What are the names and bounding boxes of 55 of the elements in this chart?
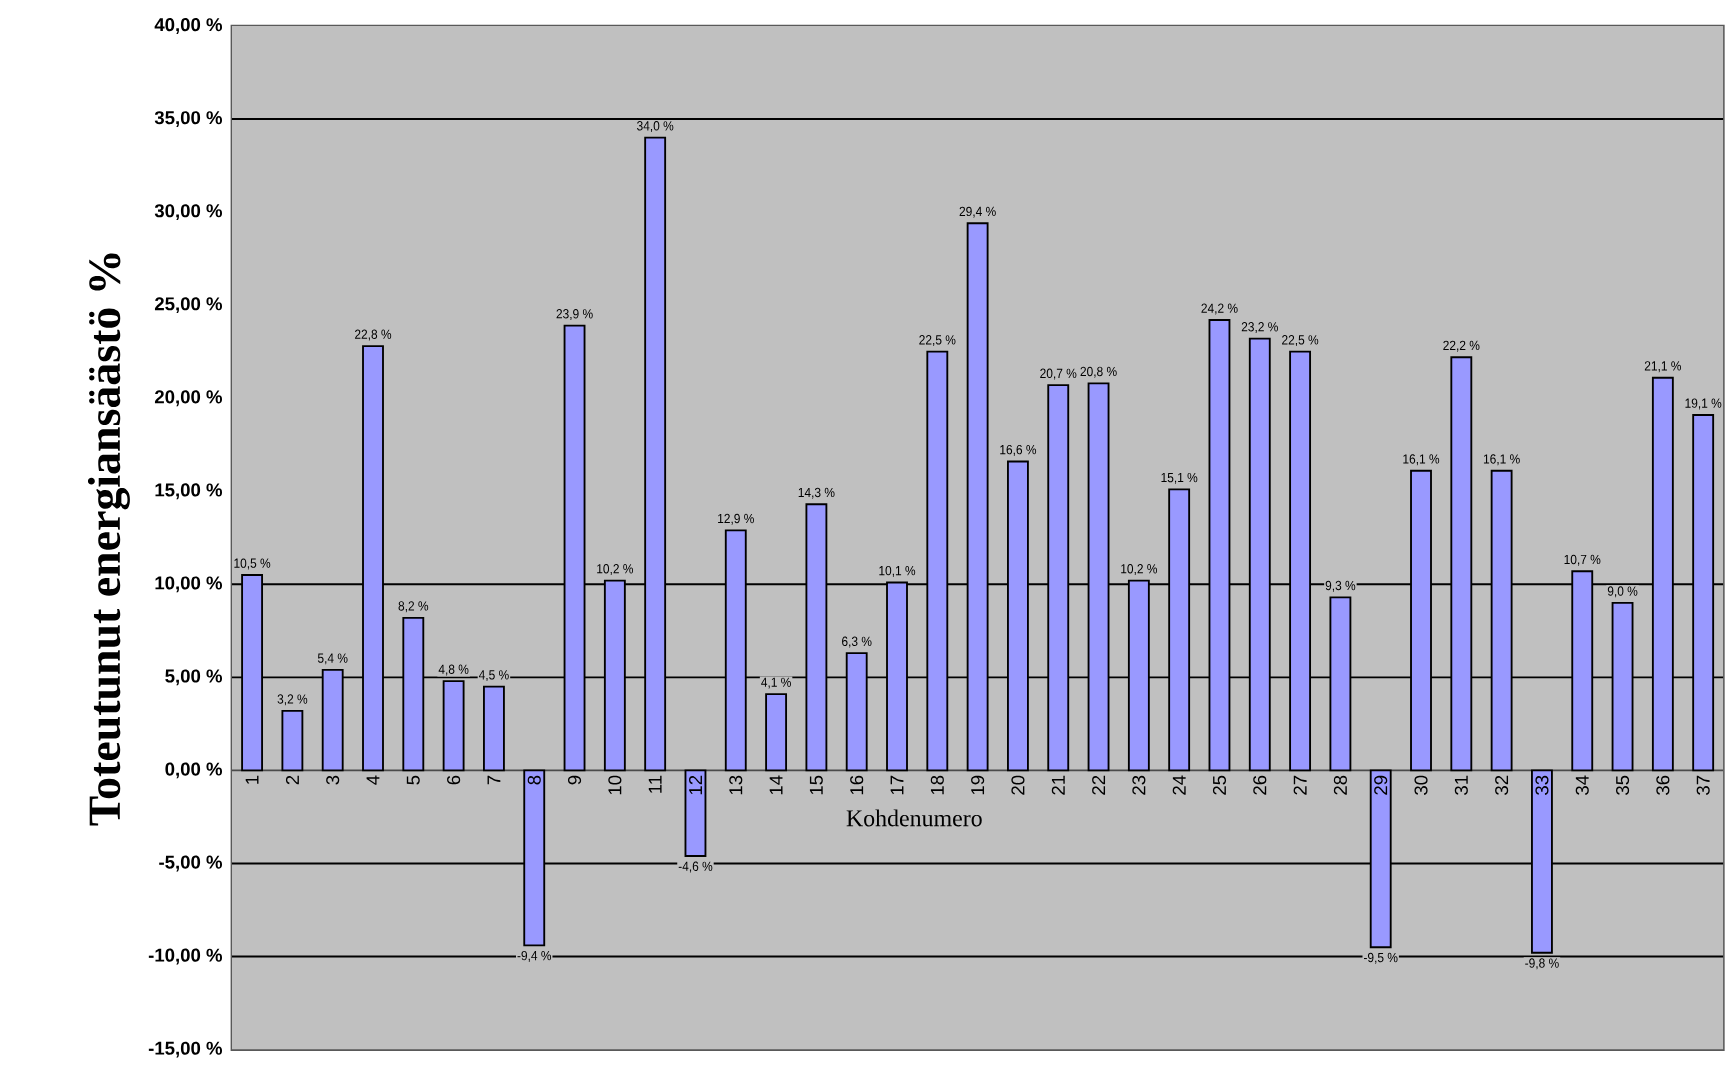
y-tick-label: 35,00 % — [154, 111, 223, 128]
x-tick-label: 30 — [1414, 775, 1428, 796]
y-tick-label: 30,00 % — [154, 204, 223, 221]
x-tick-label: 1 — [245, 776, 259, 785]
x-tick-label: 2 — [285, 776, 299, 785]
x-tick-label: 8 — [527, 775, 541, 785]
y-tick-label: 0,00 % — [165, 762, 223, 779]
y-tick-label: -10,00 % — [148, 948, 223, 965]
x-tick-label: 6 — [447, 775, 461, 785]
bar — [765, 693, 788, 772]
x-tick-label: 34 — [1575, 775, 1589, 796]
x-tick-label: 12 — [689, 776, 702, 795]
y-tick-label: 10,00 % — [155, 576, 223, 593]
y-tick-label: -15,00 % — [148, 1041, 223, 1058]
x-axis-title: Kohdenumero — [846, 809, 982, 827]
x-tick-label: 33 — [1535, 775, 1549, 796]
x-tick-label: 29 — [1374, 776, 1388, 795]
x-tick-label: 5 — [406, 775, 420, 785]
x-tick-label: 25 — [1212, 775, 1227, 795]
x-tick-label: 17 — [890, 776, 904, 795]
y-tick-label: 25,00 % — [154, 297, 223, 314]
x-tick-label: 15 — [809, 775, 823, 795]
y-tick-label: -5,00 % — [159, 855, 223, 872]
y-tick-label: 40,00 % — [154, 18, 223, 35]
x-tick-label: 13 — [729, 775, 743, 795]
x-tick-label: 23 — [1132, 775, 1146, 795]
x-tick-label: 19 — [971, 776, 985, 795]
x-tick-label: 31 — [1454, 776, 1468, 796]
y-tick-label: 20,00 % — [154, 390, 223, 407]
x-tick-label: 18 — [930, 775, 944, 795]
x-tick-label: 20 — [1011, 775, 1025, 795]
bar — [281, 710, 304, 772]
x-tick-label: 24 — [1172, 775, 1186, 795]
x-tick-label: 10 — [608, 775, 622, 795]
x-tick-label: 14 — [769, 775, 783, 795]
x-tick-label: 16 — [850, 775, 864, 795]
y-axis-title: Toteutunut energiansäästö % — [87, 253, 130, 826]
bar — [483, 685, 505, 772]
x-tick-label: 36 — [1656, 775, 1670, 796]
x-tick-label: 22 — [1092, 776, 1106, 795]
x-tick-label: 3 — [326, 775, 340, 785]
y-tick-label: 5,00 % — [165, 669, 223, 686]
x-tick-label: 35 — [1616, 775, 1630, 796]
x-tick-label: 37 — [1696, 776, 1710, 796]
x-tick-label: 21 — [1051, 776, 1065, 795]
x-tick-label: 9 — [567, 776, 582, 785]
x-tick-label: 7 — [487, 776, 501, 785]
x-tick-label: 26 — [1253, 775, 1267, 795]
x-tick-label: 32 — [1495, 776, 1509, 796]
bar — [684, 769, 707, 858]
x-tick-label: 28 — [1333, 775, 1347, 795]
x-tick-label: 11 — [648, 776, 662, 794]
x-tick-label: 4 — [366, 775, 380, 786]
x-tick-label: 27 — [1293, 776, 1307, 795]
y-tick-label: 15,00 % — [155, 483, 223, 500]
